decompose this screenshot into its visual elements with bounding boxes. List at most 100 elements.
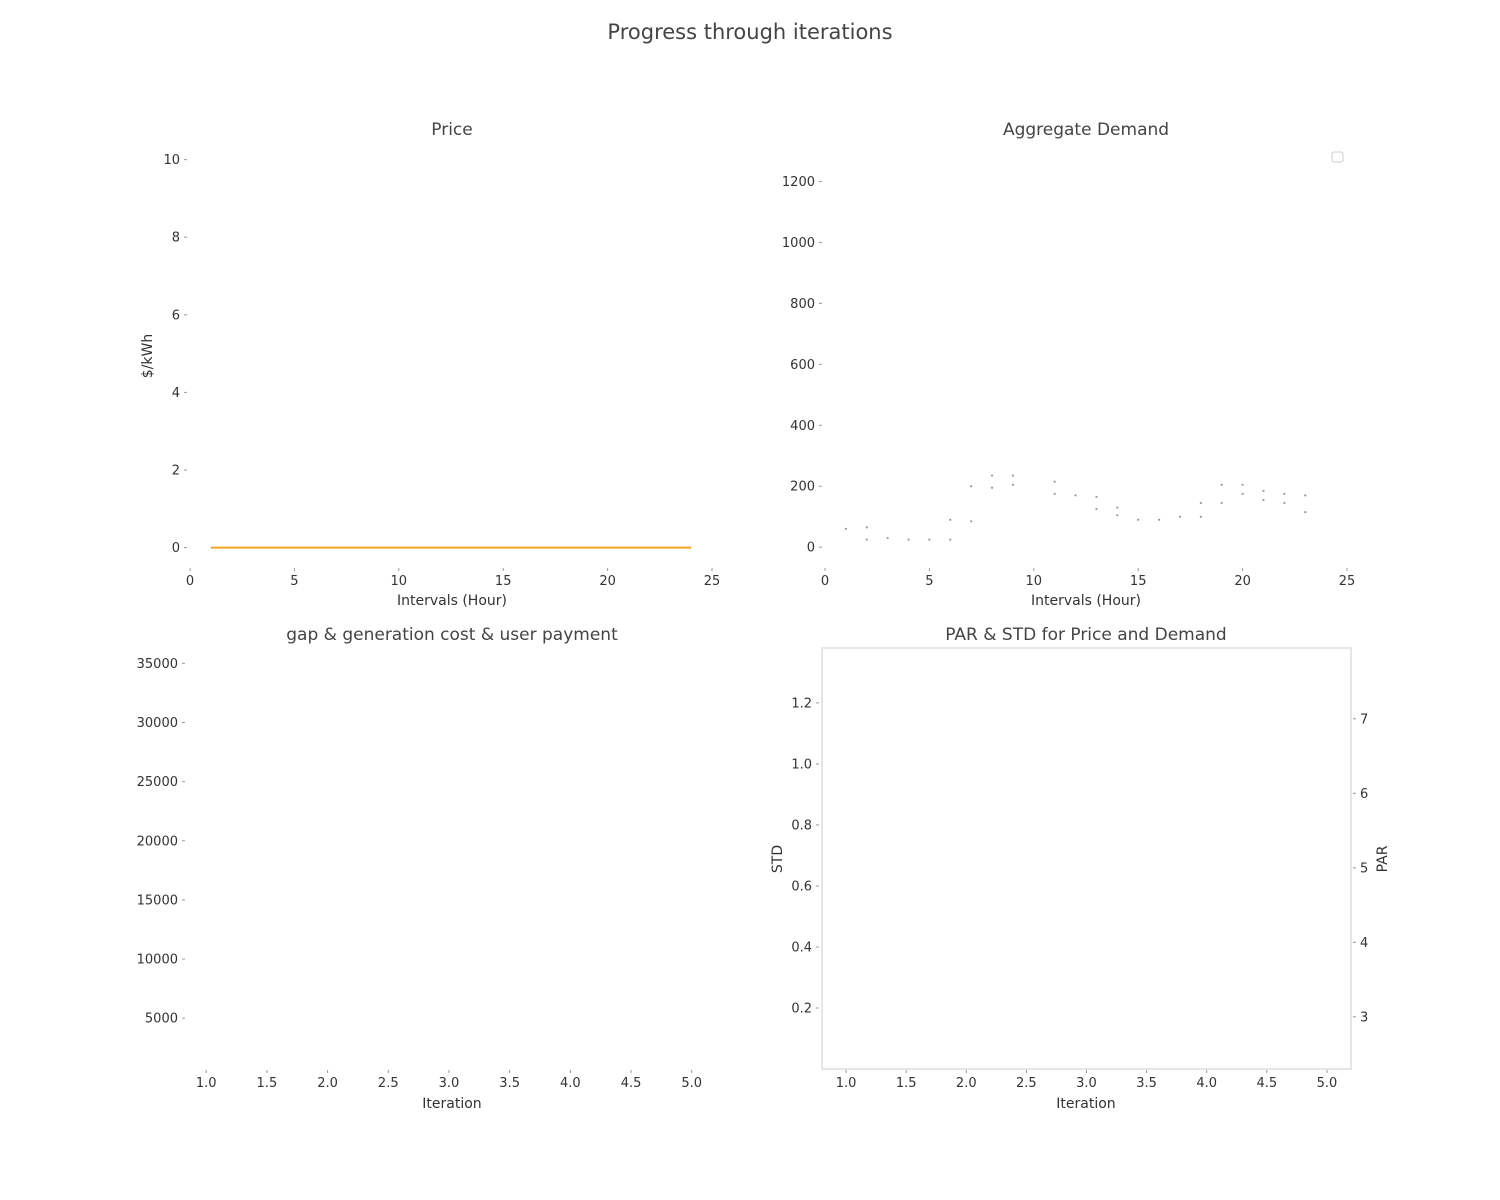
par-std-panel-title: PAR & STD for Price and Demand	[945, 625, 1226, 645]
demand-point	[1304, 511, 1307, 514]
y-tick-label: 20000	[137, 834, 178, 849]
y-tick-label: 200	[790, 480, 815, 495]
x-tick-label: 3.5	[1136, 1076, 1157, 1091]
demand-point	[844, 527, 847, 531]
demand-point	[1053, 480, 1056, 483]
x-tick-label: 4.0	[1196, 1076, 1217, 1091]
x-tick-label: 1.5	[896, 1076, 917, 1091]
y-tick-label: 0	[172, 541, 180, 556]
costs-panel: gap & generation cost & user payment Ite…	[137, 625, 702, 1112]
y-tick-label: 800	[790, 297, 815, 312]
x-tick-label: 0	[821, 574, 829, 589]
demand-point	[1262, 489, 1265, 492]
demand-point	[1283, 501, 1286, 505]
right-y-tick-label: 6	[1360, 787, 1368, 802]
demand-point	[886, 536, 889, 540]
demand-point	[865, 526, 868, 529]
y-tick-label: 0	[807, 541, 815, 556]
costs-x-axis-label: Iteration	[422, 1096, 481, 1112]
par-axis-label: PAR	[1375, 845, 1391, 872]
demand-point	[1116, 506, 1119, 509]
y-tick-label: 1200	[782, 175, 815, 190]
demand-point	[1053, 492, 1056, 495]
demand-point	[1304, 494, 1307, 497]
right-y-tick-label: 3	[1360, 1010, 1368, 1025]
y-tick-label: 8	[172, 231, 180, 246]
x-tick-label: 4.5	[1256, 1076, 1277, 1091]
y-tick-label: 600	[790, 358, 815, 373]
demand-point	[1283, 492, 1286, 495]
demand-point	[1095, 495, 1098, 499]
y-tick-label: 30000	[137, 716, 178, 731]
demand-x-axis-label: Intervals (Hour)	[1031, 593, 1141, 609]
y-tick-label: 0.4	[791, 940, 812, 955]
y-tick-label: 35000	[137, 657, 178, 672]
demand-point	[1095, 508, 1098, 511]
par-std-x-axis-label: Iteration	[1056, 1096, 1115, 1112]
demand-point	[865, 538, 868, 541]
x-tick-label: 2.5	[378, 1076, 399, 1091]
x-tick-label: 15	[1130, 574, 1147, 589]
x-tick-label: 1.0	[836, 1076, 857, 1091]
x-tick-label: 2.0	[317, 1076, 338, 1091]
demand-point	[1220, 501, 1223, 505]
x-tick-label: 25	[704, 574, 721, 589]
x-tick-label: 1.5	[257, 1076, 278, 1091]
demand-point	[1011, 483, 1015, 486]
x-tick-label: 3.0	[1076, 1076, 1097, 1091]
x-tick-label: 20	[599, 574, 616, 589]
x-tick-label: 10	[1026, 574, 1043, 589]
demand-point	[907, 538, 910, 541]
demand-panel-title: Aggregate Demand	[1003, 120, 1169, 140]
demand-point	[949, 518, 952, 521]
x-tick-label: 5.0	[681, 1076, 702, 1091]
x-tick-label: 2.5	[1016, 1076, 1037, 1091]
demand-point	[1157, 518, 1161, 521]
x-tick-label: 5	[925, 574, 933, 589]
demand-point	[1220, 483, 1223, 486]
par-std-plot-frame	[821, 647, 1352, 1070]
y-tick-label: 4	[172, 386, 180, 401]
y-tick-label: 6	[172, 308, 180, 323]
x-tick-label: 10	[391, 574, 408, 589]
price-y-axis-label: $/kWh	[140, 334, 156, 378]
y-tick-label: 0.2	[791, 1001, 812, 1016]
price-panel-title: Price	[431, 120, 472, 140]
x-tick-label: 2.0	[956, 1076, 977, 1091]
y-tick-label: 5000	[145, 1012, 178, 1027]
demand-point	[1178, 515, 1182, 518]
demand-point	[970, 485, 973, 488]
demand-panel: Aggregate Demand Intervals (Hour) 0 5 10 15…	[782, 120, 1355, 609]
y-tick-label: 1.2	[791, 696, 812, 711]
y-tick-label: 0.8	[791, 818, 812, 833]
x-tick-label: 3.0	[439, 1076, 460, 1091]
x-tick-label: 5.0	[1317, 1076, 1338, 1091]
y-tick-label: 2	[172, 464, 180, 479]
demand-point	[1241, 492, 1244, 495]
y-tick-label: 25000	[137, 775, 178, 790]
std-axis-label: STD	[770, 845, 786, 873]
demand-point	[970, 520, 973, 523]
x-tick-label: 3.5	[499, 1076, 520, 1091]
demand-point	[1241, 483, 1244, 486]
demand-point	[1137, 518, 1140, 521]
demand-point	[990, 474, 994, 477]
y-tick-label: 1.0	[791, 757, 812, 772]
demand-point	[949, 538, 952, 541]
x-tick-label: 25	[1339, 574, 1356, 589]
price-panel: Price Intervals (Hour) $/kWh 0 5 10 15 20 25 0…	[140, 120, 720, 609]
x-tick-label: 5	[290, 574, 298, 589]
demand-point	[1262, 498, 1265, 502]
price-x-axis-label: Intervals (Hour)	[397, 593, 507, 609]
y-tick-label: 400	[790, 419, 815, 434]
y-tick-label: 0.6	[791, 879, 812, 894]
right-y-tick-label: 5	[1360, 861, 1368, 876]
demand-point	[928, 538, 931, 541]
demand-point	[1011, 474, 1015, 477]
figure-title: Progress through iterations	[607, 20, 892, 44]
demand-point	[1074, 494, 1077, 497]
demand-point	[1199, 515, 1202, 518]
x-tick-label: 15	[495, 574, 512, 589]
